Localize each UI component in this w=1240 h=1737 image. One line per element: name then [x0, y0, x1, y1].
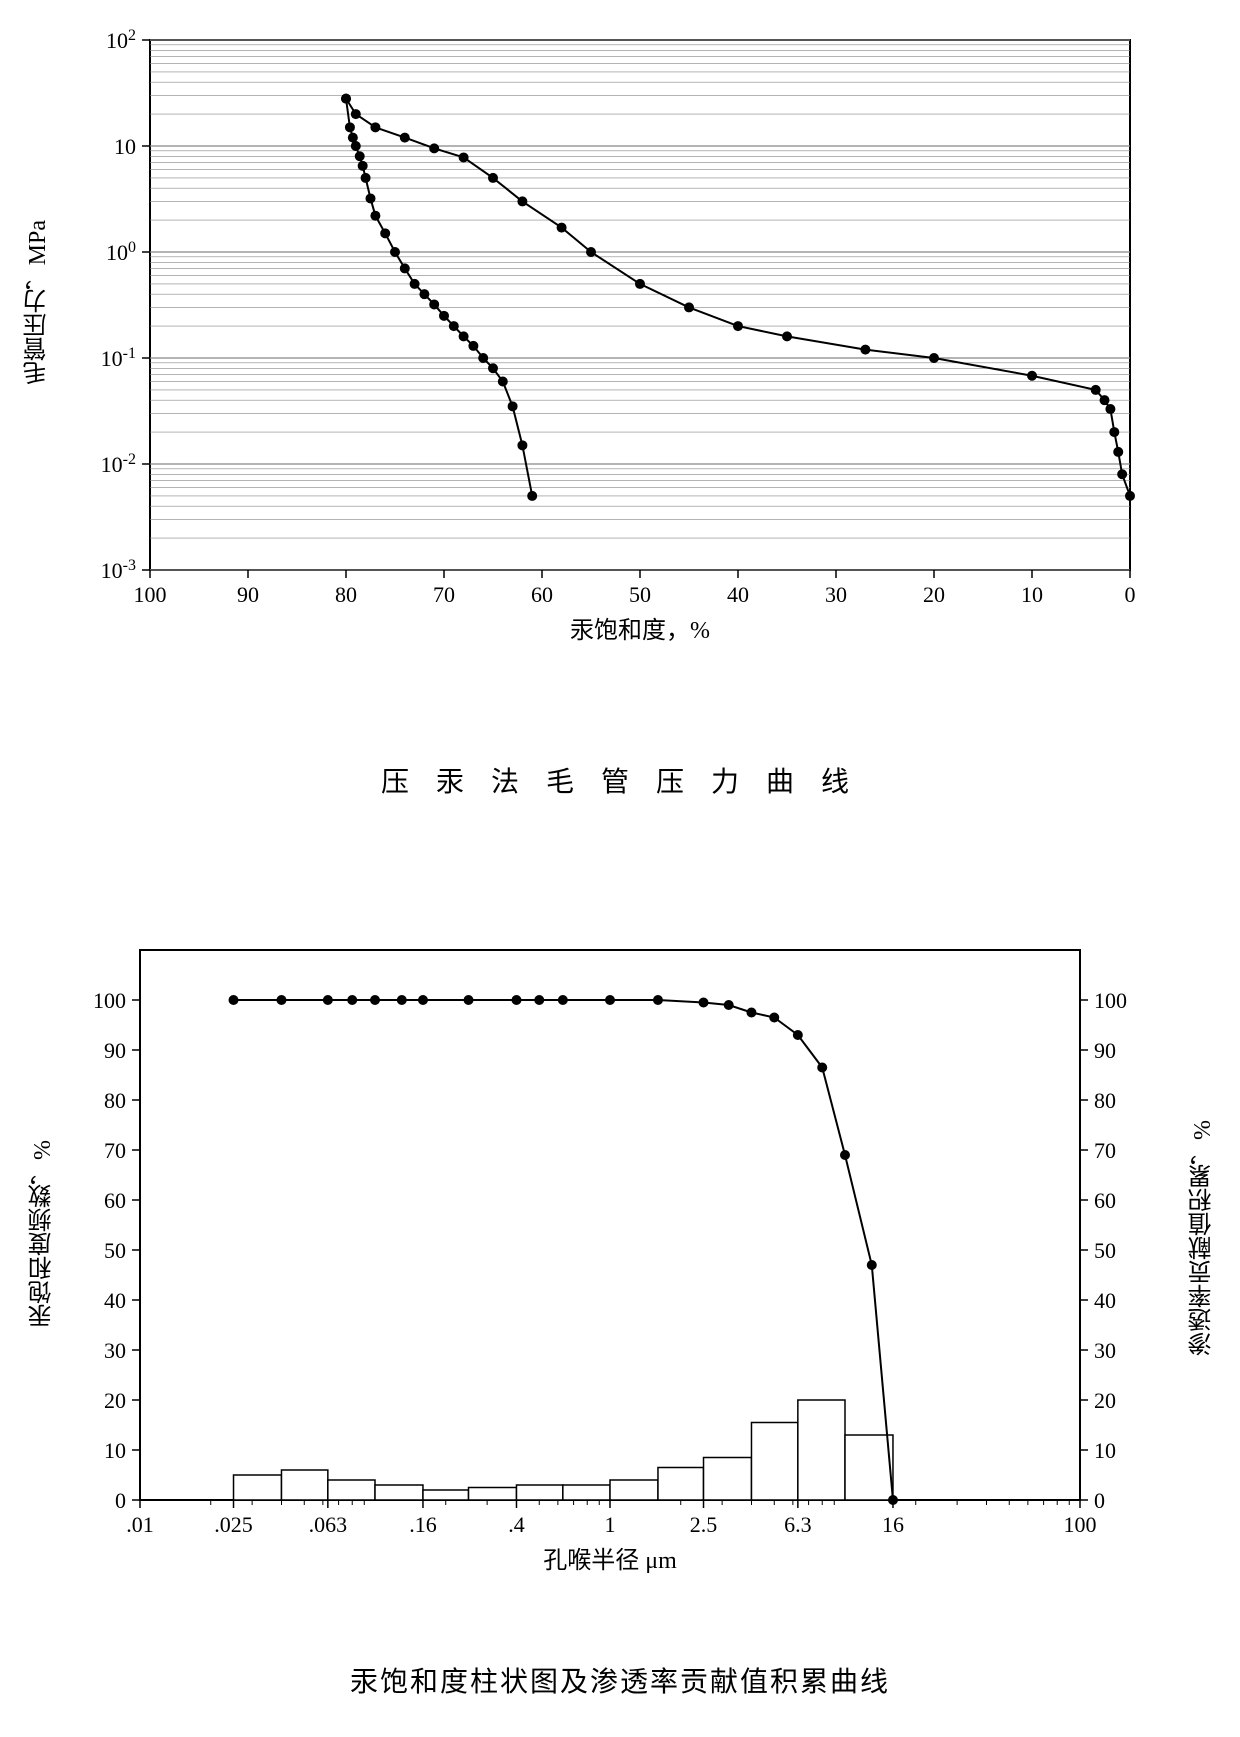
- svg-text:0: 0: [115, 1488, 126, 1513]
- svg-text:50: 50: [629, 582, 651, 607]
- svg-text:100: 100: [1094, 988, 1127, 1013]
- chart2-container: 汞饱和度频数，% 渗透率贡献值积累，% 0 0 10 10 20 20 30 30 40 40 50…: [0, 920, 1240, 1620]
- svg-text:80: 80: [104, 1088, 126, 1113]
- svg-text:70: 70: [1094, 1138, 1116, 1163]
- svg-text:10-3: 10-3: [101, 557, 136, 584]
- svg-text:30: 30: [1094, 1338, 1116, 1363]
- chart1-title: 压 汞 法 毛 管 压 力 曲 线: [0, 760, 1240, 800]
- svg-text:60: 60: [531, 582, 553, 607]
- svg-text:70: 70: [433, 582, 455, 607]
- svg-text:.025: .025: [214, 1512, 253, 1537]
- svg-text:100: 100: [1064, 1512, 1097, 1537]
- svg-text:30: 30: [104, 1338, 126, 1363]
- svg-text:100: 100: [106, 239, 136, 266]
- svg-text:.063: .063: [309, 1512, 348, 1537]
- svg-text:20: 20: [104, 1388, 126, 1413]
- svg-text:90: 90: [237, 582, 259, 607]
- svg-text:80: 80: [1094, 1088, 1116, 1113]
- chart2-y2label: 渗透率贡献值积累，%: [1185, 1120, 1220, 1356]
- svg-text:10: 10: [104, 1438, 126, 1463]
- svg-text:10: 10: [1021, 582, 1043, 607]
- svg-text:40: 40: [1094, 1288, 1116, 1313]
- chart2-y1label: 汞饱和度频数，%: [25, 1140, 60, 1328]
- svg-text:50: 50: [1094, 1238, 1116, 1263]
- svg-text:汞饱和度，%: 汞饱和度，%: [570, 617, 710, 644]
- svg-text:.01: .01: [126, 1512, 154, 1537]
- chart2-plot: 0 0 10 10 20 20 30 30 40 40 50 50 60 60 70 70 80 80 90 90 10…: [0, 920, 1240, 1620]
- svg-text:60: 60: [104, 1188, 126, 1213]
- svg-text:40: 40: [104, 1288, 126, 1313]
- svg-text:80: 80: [335, 582, 357, 607]
- svg-text:.4: .4: [508, 1512, 525, 1537]
- svg-text:1: 1: [605, 1512, 616, 1537]
- svg-text:0: 0: [1125, 582, 1136, 607]
- svg-text:40: 40: [727, 582, 749, 607]
- svg-text:100: 100: [93, 988, 126, 1013]
- svg-text:6.3: 6.3: [784, 1512, 812, 1537]
- chart2-title: 汞饱和度柱状图及渗透率贡献值积累曲线: [0, 1660, 1240, 1700]
- svg-text:16: 16: [882, 1512, 904, 1537]
- svg-text:100: 100: [134, 582, 167, 607]
- svg-text:10: 10: [1094, 1438, 1116, 1463]
- chart1-ylabel: 毛管压力，MPa: [20, 220, 55, 385]
- svg-text:2.5: 2.5: [690, 1512, 718, 1537]
- svg-text:20: 20: [1094, 1388, 1116, 1413]
- svg-text:20: 20: [923, 582, 945, 607]
- svg-text:孔喉半径 μm: 孔喉半径 μm: [543, 1547, 677, 1574]
- svg-text:10: 10: [114, 134, 136, 159]
- svg-text:0: 0: [1094, 1488, 1105, 1513]
- svg-text:90: 90: [1094, 1038, 1116, 1063]
- chart1-plot: 100908070605040302010010-310-210-1100101…: [0, 0, 1240, 700]
- svg-text:10-1: 10-1: [101, 345, 136, 372]
- svg-text:70: 70: [104, 1138, 126, 1163]
- svg-text:60: 60: [1094, 1188, 1116, 1213]
- svg-text:30: 30: [825, 582, 847, 607]
- svg-text:90: 90: [104, 1038, 126, 1063]
- svg-text:50: 50: [104, 1238, 126, 1263]
- svg-text:10-2: 10-2: [101, 451, 136, 478]
- svg-text:102: 102: [106, 27, 136, 54]
- chart1-container: 毛管压力，MPa 100908070605040302010010-310-21…: [0, 0, 1240, 700]
- svg-text:.16: .16: [409, 1512, 437, 1537]
